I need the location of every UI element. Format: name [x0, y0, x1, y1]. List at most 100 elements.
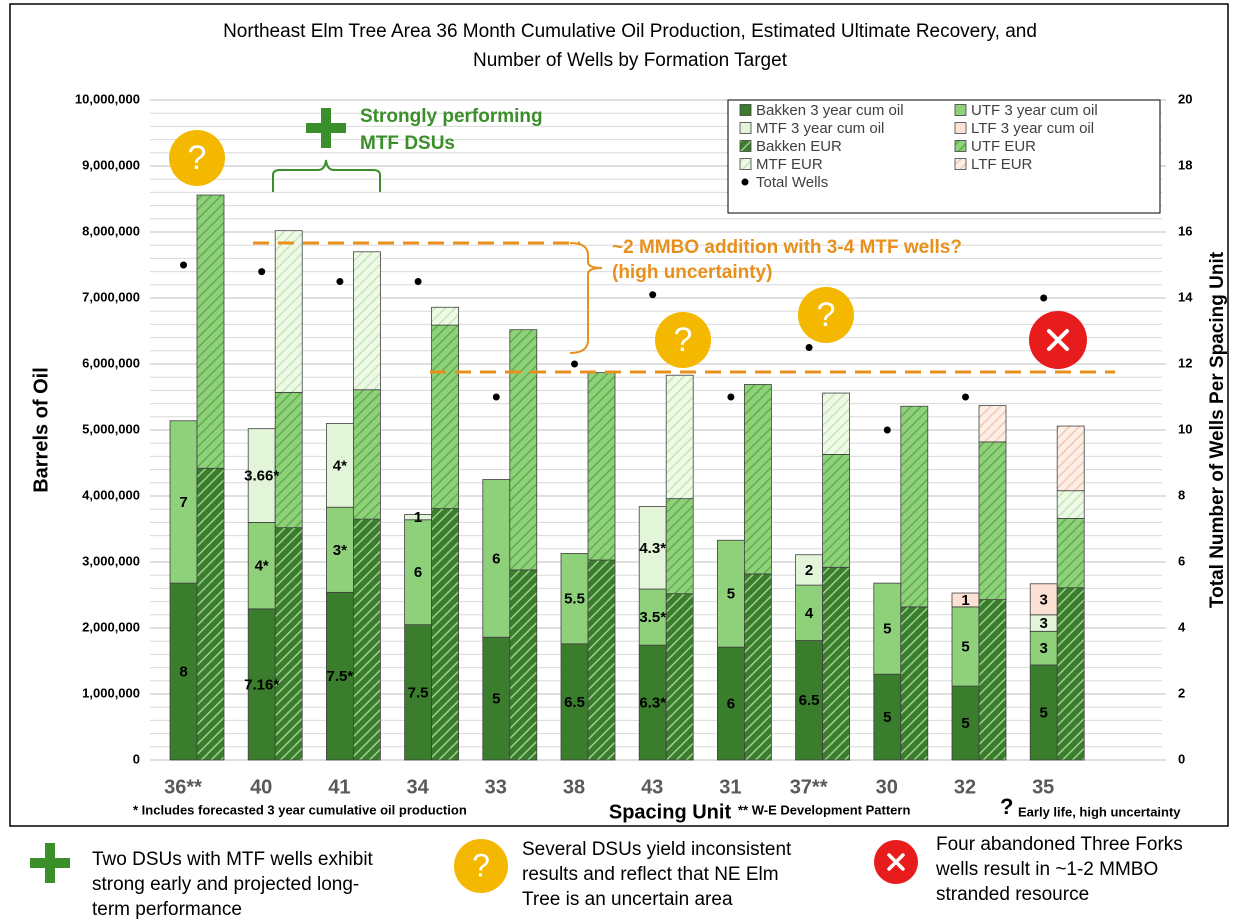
- well-dot: [962, 393, 969, 401]
- footer-text: Four abandoned Three Forks: [936, 834, 1183, 855]
- legend-label: LTF EUR: [971, 156, 1033, 173]
- y2-tick-label: 8: [1178, 487, 1185, 502]
- segment-label: 6.5: [799, 692, 820, 709]
- segment-label: 5: [1040, 704, 1048, 721]
- segment-label: 5: [492, 691, 500, 708]
- y-tick-label: 3,000,000: [82, 553, 140, 568]
- footer-text: Several DSUs yield inconsistent: [522, 839, 792, 860]
- x-icon: [874, 840, 918, 884]
- bar-segment: [873, 582, 902, 675]
- segment-label: 6: [414, 564, 422, 581]
- y2-tick-label: 2: [1178, 685, 1185, 700]
- bar-segment: [196, 467, 225, 761]
- segment-label: 3.66*: [244, 468, 279, 485]
- footer-text: term performance: [92, 899, 242, 920]
- bars: [169, 194, 1085, 761]
- legend-swatch: [954, 158, 967, 170]
- x-tick-label: 35: [1032, 776, 1054, 798]
- bar-segment: [638, 644, 667, 761]
- y2-tick-label: 10: [1178, 421, 1192, 436]
- y2-tick-label: 6: [1178, 553, 1185, 568]
- x-tick-label: 34: [406, 776, 429, 798]
- bar-segment: [196, 194, 225, 469]
- bar-segment: [795, 584, 823, 641]
- bar-segment: [587, 559, 616, 761]
- bar-segment: [1029, 583, 1058, 616]
- x-tick-label: 30: [876, 776, 898, 798]
- x-tick-label: 43: [641, 776, 663, 798]
- bar-segment: [560, 643, 589, 761]
- segment-label: 3: [1040, 640, 1048, 657]
- y2-tick-label: 4: [1178, 619, 1186, 634]
- bar-segment: [431, 306, 460, 326]
- segment-label: 8: [179, 664, 187, 681]
- legend-label: UTF 3 year cum oil: [971, 102, 1098, 119]
- plus-icon: [306, 108, 346, 148]
- bar-segment: [1056, 490, 1085, 519]
- footer-text: Two DSUs with MTF wells exhibit: [92, 849, 374, 870]
- bar-segment: [509, 569, 538, 761]
- bar-segment: [482, 636, 511, 761]
- question-icon: ?: [655, 312, 711, 368]
- y-tick-label: 9,000,000: [82, 157, 140, 172]
- well-dot: [727, 393, 735, 401]
- y2-tick-label: 12: [1178, 355, 1192, 370]
- brace: [569, 242, 603, 354]
- well-dot: [492, 393, 500, 401]
- bar-segment: [404, 519, 433, 626]
- y2-axis-title: Total Number of Wells Per Spacing Unit: [1207, 251, 1228, 608]
- footer-text: strong early and projected long-: [92, 874, 359, 895]
- footnote: ** W-E Development Pattern: [738, 802, 910, 817]
- annotation-text: (high uncertainty): [612, 262, 772, 283]
- bar-segment: [1056, 518, 1085, 589]
- legend-swatch: [739, 122, 752, 134]
- segment-label: 4*: [333, 457, 347, 474]
- bar-segment: [587, 372, 616, 561]
- y-tick-label: 0: [133, 751, 140, 766]
- segment-label: 3: [1040, 615, 1048, 632]
- segment-label: 4.3*: [639, 540, 666, 557]
- well-dot: [805, 344, 813, 351]
- question-symbol: ?: [472, 847, 490, 883]
- well-dot: [180, 261, 187, 269]
- bar-segment: [352, 251, 381, 391]
- bar-segment: [795, 640, 823, 761]
- bar-segment: [1056, 425, 1085, 492]
- y-tick-label: 1,000,000: [82, 685, 140, 700]
- segment-label: 7: [179, 494, 187, 511]
- bar-segment: [352, 389, 381, 520]
- segment-label: 5: [961, 638, 969, 655]
- bracket: [272, 159, 381, 192]
- bar-segment: [560, 553, 589, 645]
- bar-segment: [978, 405, 1007, 443]
- bar-segment: [431, 324, 460, 509]
- y2-tick-label: 16: [1178, 223, 1192, 238]
- footer-text: wells result in ~1-2 MMBO: [935, 859, 1158, 880]
- bar-segment: [509, 329, 538, 571]
- footnote: Early life, high uncertainty: [1018, 804, 1181, 819]
- legend-label: Bakken 3 year cum oil: [756, 102, 904, 119]
- x-tick-label: 33: [485, 776, 507, 798]
- bar-segment: [247, 608, 276, 761]
- bar-segment: [822, 392, 850, 455]
- footer-text: Tree is an uncertain area: [522, 889, 733, 910]
- legend-label: LTF 3 year cum oil: [971, 120, 1094, 137]
- y2-tick-label: 0: [1178, 751, 1185, 766]
- legend-label: MTF EUR: [756, 156, 823, 173]
- y-tick-label: 6,000,000: [82, 355, 140, 370]
- x-tick-label: 40: [250, 776, 272, 798]
- x-tick-label: 32: [954, 776, 976, 798]
- footnote-symbol: ?: [1000, 794, 1013, 819]
- segment-label: 4*: [255, 558, 269, 575]
- segment-label: 1: [414, 509, 422, 526]
- bar-segment: [744, 384, 772, 575]
- bar-segment: [717, 539, 745, 648]
- bar-segment: [247, 522, 276, 610]
- segment-label: 7.5: [408, 684, 429, 701]
- well-dot: [336, 278, 344, 285]
- bar-segment: [744, 573, 772, 761]
- bar-segment: [978, 441, 1007, 601]
- segment-label: 5: [727, 586, 735, 603]
- question-symbol: ?: [817, 296, 836, 334]
- segment-label: 5.5: [564, 591, 585, 608]
